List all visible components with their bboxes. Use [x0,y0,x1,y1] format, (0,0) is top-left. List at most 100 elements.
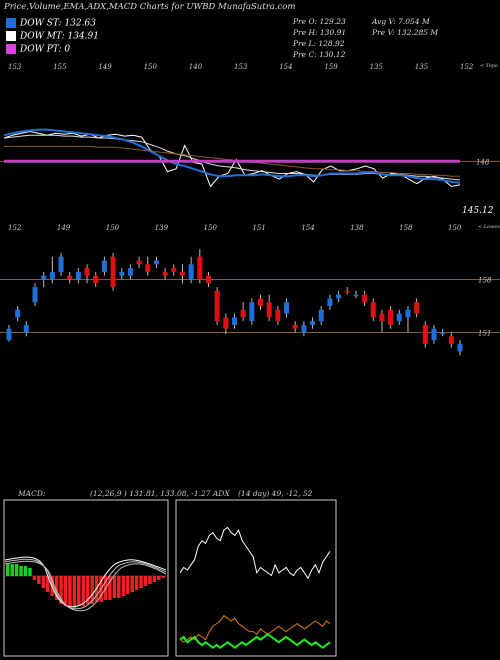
candle-body [119,271,125,276]
candle-body [284,302,290,314]
macd-signal-line [4,556,167,608]
candle-body [301,324,307,333]
macd-histogram-bar [112,576,117,598]
macd-histogram-bar [28,568,32,576]
candle-body [162,271,168,276]
macd-histogram-bar [59,576,63,604]
candle-body [127,268,133,276]
legend-dow-mt-label: DOW MT: 134.91 [20,31,99,42]
chart-title: Price,Volume,EMA,ADX,MACD Charts for UWB… [4,2,296,12]
macd-histogram-bar [108,576,112,600]
macd-histogram-bar [90,576,94,604]
candle-body [431,328,437,341]
candle-body [370,302,376,318]
candle-body [388,309,394,325]
legend-dow-st: DOW ST: 132.63 [6,18,96,29]
ema-top-label: 153 [234,63,248,71]
legend-swatch-mt [6,31,16,41]
ema-top-label: 140 [189,63,203,71]
macd-histogram-bar [139,576,143,588]
candle-body [362,294,368,303]
macd-histogram-bar [14,564,19,576]
candle-body [422,324,428,344]
candle-body [15,309,21,318]
price-top-label: 158 [399,224,413,232]
candle-body [318,309,324,322]
candle-body [327,298,333,306]
stat-pre-volume: Pre V: 132.285 M [372,28,439,37]
candle-body [6,328,12,341]
candle-body [249,302,255,322]
candle-body [188,264,194,280]
adx-values-label: (14 day) 49, -12, 52 [238,489,313,498]
candle-body [93,275,99,284]
candle-body [223,317,229,329]
price-top-label: 150 [204,224,218,232]
candle-body [197,256,203,280]
candle-body [84,268,90,276]
candle-body [232,317,237,325]
macd-histogram-bar [37,576,41,584]
macd-histogram-bar [54,576,59,600]
price-top-label: 150 [106,224,120,232]
macd-histogram-bar [130,576,134,592]
candle-body [258,298,264,306]
ema-top-label: 159 [324,63,338,71]
candle-body [336,294,342,299]
macd-values-label: (12,26,9 ) 131.81, 133.08, -1.27 ADX [90,489,230,498]
candle-body [23,324,29,333]
price-top-label: 138 [350,224,364,232]
ema-top-label: 154 [279,63,292,71]
legend-dow-pt-label: DOW PT: 0 [20,44,71,55]
legend-swatch-st [6,18,16,28]
candle-body [145,264,151,272]
ema-top-label: 153 [8,63,22,71]
candle-body [344,290,350,293]
ema-top-label: 155 [53,63,67,71]
ema-top-label: 150 [144,63,158,71]
macd-histogram-bar [81,576,85,606]
candle-body [101,260,107,272]
candle-body [448,336,454,344]
macd-histogram-bar [77,576,81,606]
candle-body [292,324,298,329]
ema-series-0 [3,130,461,188]
ema-series-2 [3,128,461,184]
ema-corner-label: < Topo [480,63,498,69]
candle-body [67,275,73,280]
price-chart: 152 149 150 139 150 151 154 138 158 150 < Lowes 15… [0,224,500,356]
macd-histogram-bar [19,566,23,576]
macd-signal-line [4,558,167,610]
ema-top-label: 135 [370,63,384,71]
candle-body [457,343,463,352]
stat-pre-high: Pre H: 130.91 [293,28,347,37]
candle-body [275,309,281,322]
candle-body [41,275,47,280]
macd-histogram-bar [86,576,90,604]
macd-histogram-bar [72,576,77,608]
price-corner-label: < Lowes [478,224,500,230]
candle-body [153,260,159,265]
macd-label: MACD: [18,489,46,498]
price-top-label: 150 [448,224,462,232]
adx-series-0 [179,526,331,580]
candle-body [396,313,402,322]
ema-price-label: 148 [476,158,490,166]
macd-histogram-bar [117,576,121,598]
candle-body [440,332,446,335]
macd-signal-line [4,560,167,612]
macd-histogram-bar [126,576,130,594]
candle-body [110,256,116,288]
candle-body [136,260,142,265]
indicator-panels [3,499,337,657]
ema-chart: 153 155 149 150 140 153 154 159 135 135 152 < Topo … [0,63,500,216]
macd-histogram-bar [46,576,50,592]
macd-histogram-bar [68,576,72,608]
price-top-label: 149 [57,224,71,232]
stat-avg-volume: Avg V: 7.054 M [372,17,430,26]
candle-body [58,256,64,272]
candle-body [171,268,177,272]
legend-swatch-pt [6,44,16,54]
legend-dow-pt: DOW PT: 0 [6,44,70,55]
macd-histogram-bar [63,576,68,606]
